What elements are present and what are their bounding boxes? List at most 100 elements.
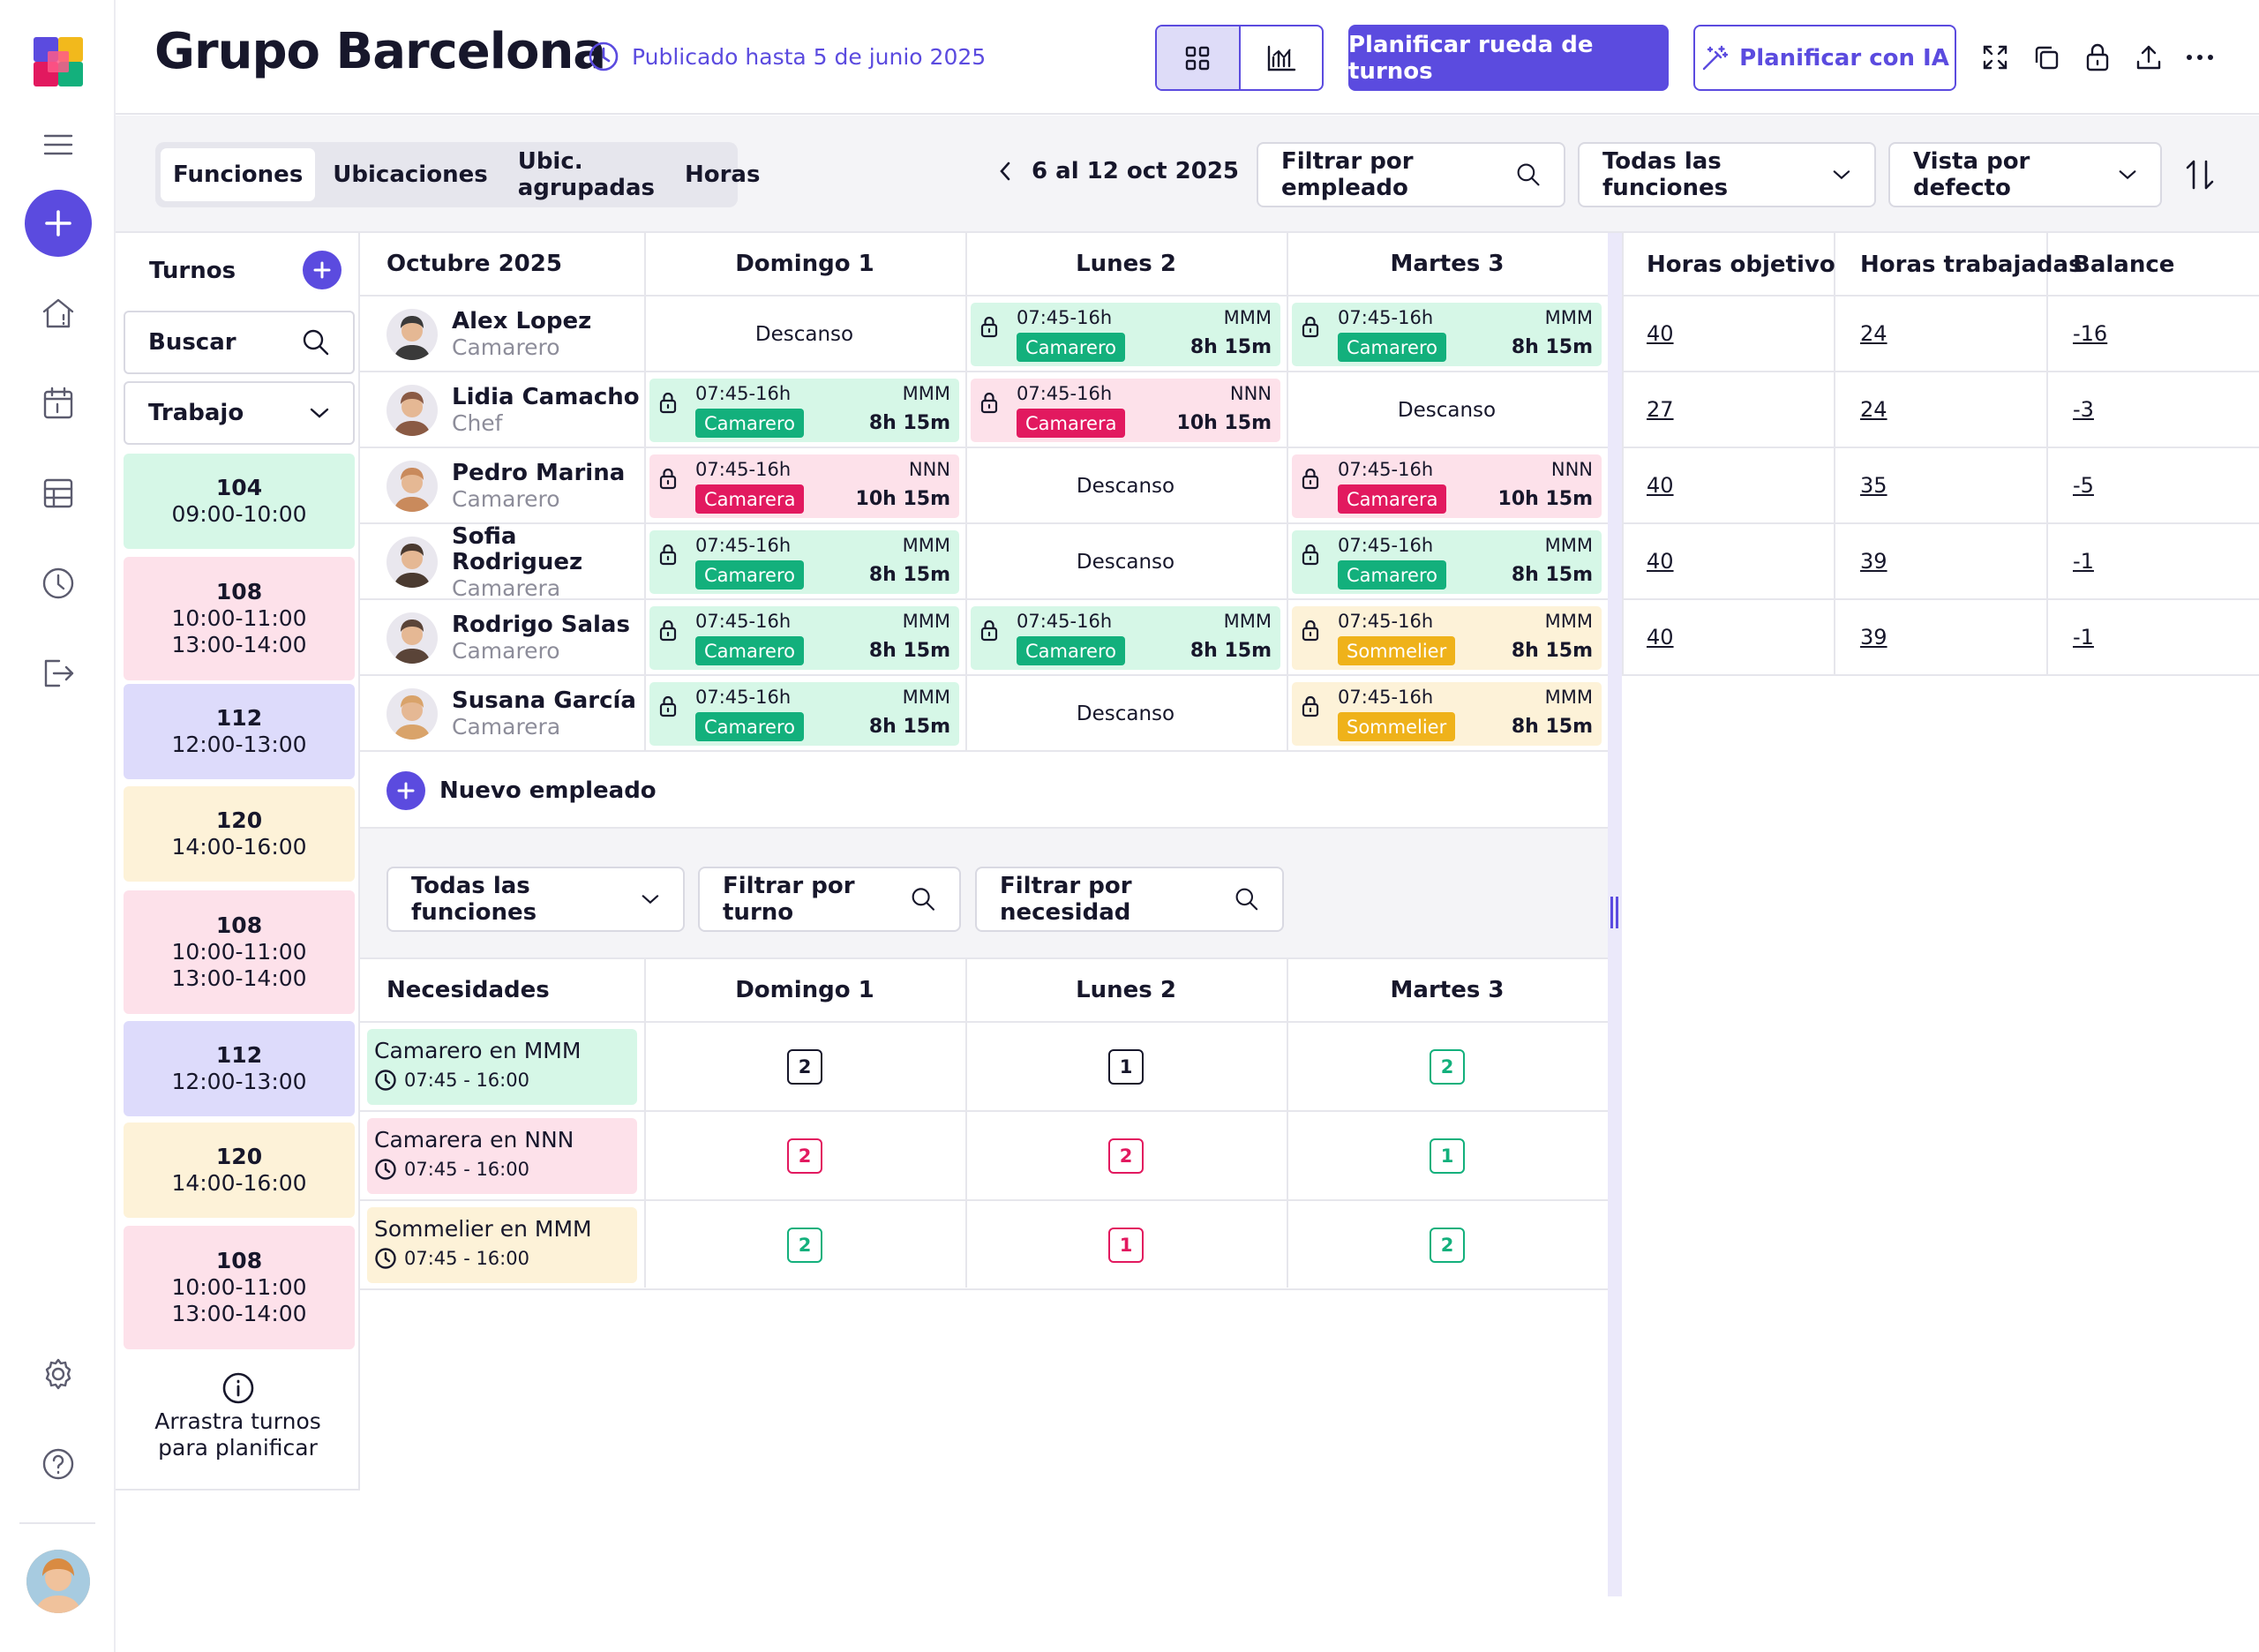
shift-card[interactable]: 104 09:00-10:00	[124, 454, 355, 549]
shift-cell[interactable]: 07:45-16h MMM 8h 15m Camarero	[965, 297, 1286, 372]
rest-cell[interactable]: Descanso	[965, 448, 1286, 524]
need-count-badge[interactable]: 2	[787, 1138, 822, 1174]
plan-rueda-button[interactable]: Planificar rueda de turnos	[1348, 25, 1669, 91]
assigned-shift[interactable]: 07:45-16h MMM 8h 15m Camarero	[649, 379, 959, 442]
create-button[interactable]	[25, 190, 92, 257]
shift-cell[interactable]: 07:45-16h MMM 8h 15m Camarero	[644, 676, 964, 752]
expand-icon[interactable]	[1977, 39, 2014, 76]
assigned-shift[interactable]: 07:45-16h MMM 8h 15m Camarero	[649, 606, 959, 670]
summary-value[interactable]: 40	[1647, 321, 1674, 346]
shift-cell[interactable]: 07:45-16h MMM 8h 15m Sommelier	[1287, 600, 1607, 676]
summary-value[interactable]: 24	[1860, 397, 1888, 422]
sort-icon[interactable]	[2185, 158, 2215, 191]
need-filter[interactable]: Filtrar por necesidad	[975, 867, 1284, 932]
shift-cell[interactable]: 07:45-16h MMM 8h 15m Camarero	[1287, 297, 1607, 372]
summary-value[interactable]: 39	[1860, 625, 1888, 650]
upload-icon[interactable]	[2130, 39, 2167, 76]
assigned-shift[interactable]: 07:45-16h MMM 8h 15m Sommelier	[1292, 606, 1602, 670]
shift-card[interactable]: 120 14:00-16:00	[124, 786, 355, 882]
assigned-shift[interactable]: 07:45-16h MMM 8h 15m Camarero	[971, 606, 1280, 670]
employee-row[interactable]: Rodrigo Salas Camarero	[360, 600, 642, 676]
grid-view-button[interactable]	[1157, 26, 1241, 89]
view-dropdown[interactable]: Vista por defecto	[1888, 142, 2162, 207]
shift-cell[interactable]: 07:45-16h MMM 8h 15m Camarero	[644, 372, 964, 448]
lock-icon[interactable]	[2079, 39, 2116, 76]
panel-splitter[interactable]	[1608, 233, 1622, 1596]
shift-cell[interactable]: 07:45-16h MMM 8h 15m Camarero	[1287, 524, 1607, 600]
duplicate-icon[interactable]	[2028, 39, 2065, 76]
publish-status[interactable]: Publicado hasta 5 de junio 2025	[588, 41, 986, 72]
summary-value[interactable]: 39	[1860, 549, 1888, 574]
shift-type-select[interactable]: Trabajo	[124, 381, 355, 445]
home-icon[interactable]	[32, 287, 85, 340]
employee-row[interactable]: Susana García Camarera	[360, 676, 642, 752]
employee-row[interactable]: Pedro Marina Camarero	[360, 448, 642, 524]
summary-value[interactable]: -3	[2073, 397, 2094, 422]
tab-ubicaciones[interactable]: Ubicaciones	[333, 161, 488, 188]
need-count-badge[interactable]: 1	[1430, 1138, 1465, 1174]
shift-card[interactable]: 112 12:00-13:00	[124, 684, 355, 779]
shift-card[interactable]: 108 10:00-11:00 13:00-14:00	[124, 890, 355, 1014]
assigned-shift[interactable]: 07:45-16h MMM 8h 15m Camarero	[1292, 303, 1602, 366]
summary-value[interactable]: -5	[2073, 473, 2094, 498]
logout-icon[interactable]	[32, 647, 85, 700]
shift-cell[interactable]: 07:45-16h MMM 8h 15m Sommelier	[1287, 676, 1607, 752]
avatar[interactable]	[26, 1550, 90, 1613]
assigned-shift[interactable]: 07:45-16h MMM 8h 15m Camarero	[1292, 530, 1602, 594]
assigned-shift[interactable]: 07:45-16h MMM 8h 15m Camarero	[649, 682, 959, 746]
tab-horas[interactable]: Horas	[684, 161, 761, 188]
shift-filter[interactable]: Filtrar por turno	[698, 867, 961, 932]
rest-cell[interactable]: Descanso	[965, 524, 1286, 600]
plan-ia-button[interactable]: Planificar con IA	[1693, 25, 1956, 91]
shift-cell[interactable]: 07:45-16h NNN 10h 15m Camarera	[965, 372, 1286, 448]
clock-icon[interactable]	[32, 557, 85, 610]
employee-row[interactable]: Lidia Camacho Chef	[360, 372, 642, 448]
shift-cell[interactable]: 07:45-16h MMM 8h 15m Camarero	[644, 600, 964, 676]
assigned-shift[interactable]: 07:45-16h MMM 8h 15m Sommelier	[1292, 682, 1602, 746]
employee-row[interactable]: Alex Lopez Camarero	[360, 297, 642, 372]
settings-icon[interactable]	[32, 1348, 85, 1400]
employee-filter[interactable]: Filtrar por empleado	[1257, 142, 1565, 207]
table-icon[interactable]	[32, 467, 85, 520]
app-logo[interactable]	[34, 37, 83, 86]
need-item[interactable]: Sommelier en MMM 07:45 - 16:00	[367, 1207, 637, 1283]
need-item[interactable]: Camarero en MMM 07:45 - 16:00	[367, 1029, 637, 1105]
rest-cell[interactable]: Descanso	[965, 676, 1286, 752]
rest-cell[interactable]: Descanso	[644, 297, 964, 372]
calendar-icon[interactable]	[32, 377, 85, 430]
need-count-badge[interactable]: 2	[787, 1049, 822, 1085]
add-shift-button[interactable]	[303, 251, 341, 289]
need-item[interactable]: Camarera en NNN 07:45 - 16:00	[367, 1118, 637, 1194]
summary-value[interactable]: 40	[1647, 625, 1674, 650]
summary-value[interactable]: -1	[2073, 549, 2094, 574]
needs-functions-dropdown[interactable]: Todas las funciones	[387, 867, 685, 932]
assigned-shift[interactable]: 07:45-16h NNN 10h 15m Camarera	[1292, 454, 1602, 518]
view-toggle[interactable]	[1155, 25, 1324, 91]
employee-row[interactable]: Sofia Rodriguez Camarera	[360, 523, 642, 601]
assigned-shift[interactable]: 07:45-16h MMM 8h 15m Camarero	[649, 530, 959, 594]
tab-ubic-agrupadas[interactable]: Ubic. agrupadas	[517, 148, 655, 201]
need-count-badge[interactable]: 2	[787, 1228, 822, 1263]
chevron-left-icon[interactable]	[998, 161, 1012, 182]
chart-view-button[interactable]	[1241, 26, 1323, 89]
menu-icon[interactable]	[32, 118, 85, 171]
assigned-shift[interactable]: 07:45-16h NNN 10h 15m Camarera	[971, 379, 1280, 442]
shift-cell[interactable]: 07:45-16h MMM 8h 15m Camarero	[644, 524, 964, 600]
functions-dropdown[interactable]: Todas las funciones	[1578, 142, 1876, 207]
summary-value[interactable]: -16	[2073, 321, 2108, 346]
summary-value[interactable]: -1	[2073, 625, 2094, 650]
shift-card[interactable]: 112 12:00-13:00	[124, 1021, 355, 1116]
rest-cell[interactable]: Descanso	[1287, 372, 1607, 448]
new-employee-button[interactable]: Nuevo empleado	[387, 771, 657, 810]
help-icon[interactable]	[32, 1438, 85, 1491]
need-count-badge[interactable]: 2	[1430, 1228, 1465, 1263]
summary-value[interactable]: 40	[1647, 549, 1674, 574]
summary-value[interactable]: 35	[1860, 473, 1888, 498]
assigned-shift[interactable]: 07:45-16h MMM 8h 15m Camarero	[971, 303, 1280, 366]
summary-value[interactable]: 40	[1647, 473, 1674, 498]
tab-funciones[interactable]: Funciones	[161, 148, 316, 201]
shift-cell[interactable]: 07:45-16h NNN 10h 15m Camarera	[1287, 448, 1607, 524]
shift-card[interactable]: 108 10:00-11:00 13:00-14:00	[124, 557, 355, 680]
need-count-badge[interactable]: 2	[1108, 1138, 1144, 1174]
shift-search-input[interactable]: Buscar	[124, 311, 355, 374]
